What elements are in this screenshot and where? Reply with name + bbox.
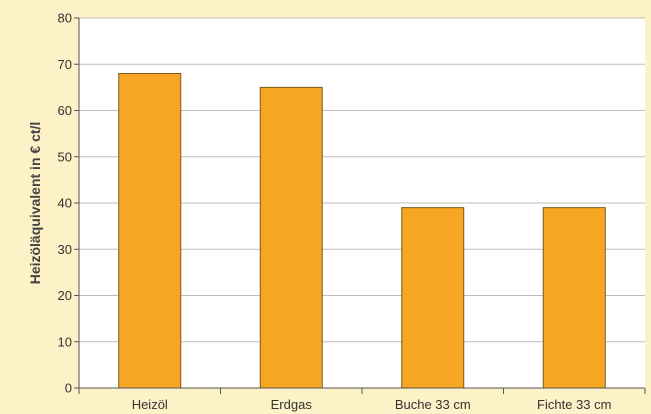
bar <box>118 73 182 389</box>
y-tick-label: 20 <box>58 288 72 303</box>
y-tick-label: 0 <box>65 381 72 396</box>
y-tick-label: 40 <box>58 196 72 211</box>
x-tick-label: Heizöl <box>132 397 168 412</box>
x-tick-label: Fichte 33 cm <box>537 397 611 412</box>
y-tick-label: 10 <box>58 334 72 349</box>
y-tick-label: 60 <box>58 103 72 118</box>
bar <box>401 207 465 389</box>
bars <box>118 73 606 389</box>
y-tick-label: 80 <box>58 11 72 26</box>
x-axis: Heizöl Erdgas Buche 33 cm Fichte 33 cm <box>78 387 646 412</box>
y-tick-label: 70 <box>58 57 72 72</box>
x-tick-label: Erdgas <box>271 397 313 412</box>
y-tick-label: 30 <box>58 242 72 257</box>
bar <box>542 207 606 389</box>
y-axis: 0 10 20 30 40 50 60 70 80 <box>58 11 80 396</box>
y-axis-label: Heizöläquivalent in € ct/l <box>27 122 43 285</box>
x-tick-label: Buche 33 cm <box>395 397 471 412</box>
y-tick-label: 50 <box>58 149 72 164</box>
bar <box>259 86 323 389</box>
